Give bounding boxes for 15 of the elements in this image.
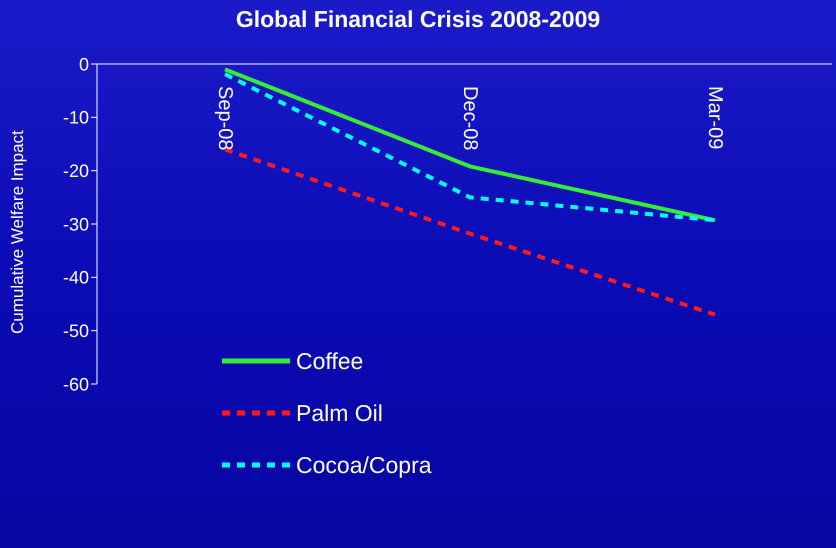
y-tick-label: -60	[62, 374, 89, 394]
legend-label: Coffee	[296, 348, 364, 374]
legend-label: Palm Oil	[296, 400, 383, 426]
x-tick-label: Sep-08	[214, 86, 236, 150]
y-tick-label: -40	[62, 268, 89, 288]
y-tick-label: 0	[78, 54, 89, 74]
x-tick-label: Mar-09	[704, 86, 726, 150]
chart-title: Global Financial Crisis 2008-2009	[234, 6, 602, 33]
y-axis-title: Cumulative Welfare Impact	[8, 130, 28, 334]
y-tick-label: -10	[62, 108, 89, 128]
y-tick-label: -20	[62, 161, 89, 182]
legend-label: Cocoa/Copra	[296, 452, 432, 478]
y-tick-label: -50	[62, 321, 89, 342]
x-tick-label: Dec-08	[459, 86, 481, 150]
y-tick-label: -30	[62, 214, 89, 234]
